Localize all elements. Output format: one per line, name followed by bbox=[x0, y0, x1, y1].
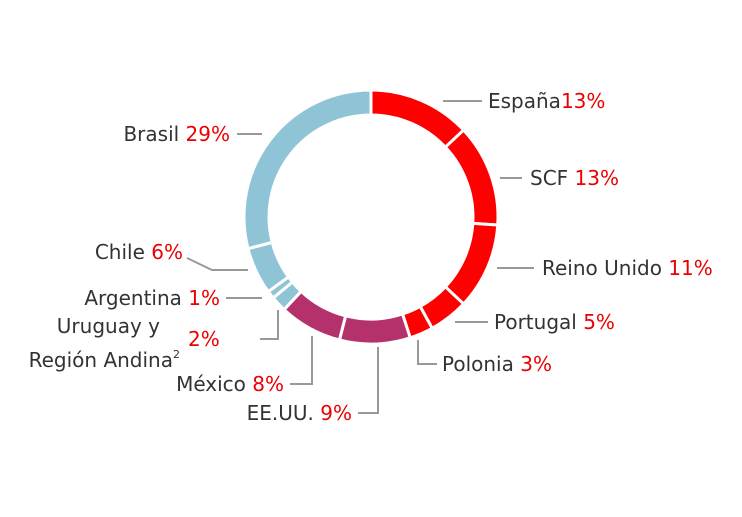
label-portugal: Portugal 5% bbox=[494, 310, 615, 334]
slice-brasil bbox=[242, 88, 373, 251]
leader-line-eeuu bbox=[358, 347, 379, 414]
label-scf: SCF 13% bbox=[530, 166, 619, 190]
label-eeuu: EE.UU. 9% bbox=[246, 401, 352, 425]
leader-line-mexico bbox=[290, 336, 313, 385]
label-chile: Chile 6% bbox=[94, 240, 183, 264]
label-mexico: México 8% bbox=[176, 372, 284, 396]
leader-line-uruguay bbox=[260, 310, 279, 340]
donut-slices bbox=[242, 88, 500, 346]
label-uruguay-percent: 2% bbox=[188, 327, 220, 351]
slice-reino-unido bbox=[443, 221, 500, 307]
label-uruguay-line2: Región Andina2 bbox=[28, 348, 180, 372]
slice-ee-uu- bbox=[337, 312, 413, 346]
slice-españa bbox=[369, 88, 466, 150]
label-argentina: Argentina 1% bbox=[84, 286, 220, 310]
slice-scf bbox=[443, 127, 500, 227]
leader-line-polonia bbox=[417, 340, 437, 365]
label-reino-unido: Reino Unido 11% bbox=[542, 256, 713, 280]
label-uruguay-line1: Uruguay y bbox=[56, 314, 160, 338]
label-espana: España13% bbox=[488, 89, 606, 113]
leader-lines bbox=[186, 100, 534, 414]
label-brasil: Brasil 29% bbox=[123, 122, 230, 146]
label-polonia: Polonia 3% bbox=[442, 352, 552, 376]
leader-line-chile bbox=[186, 257, 248, 271]
